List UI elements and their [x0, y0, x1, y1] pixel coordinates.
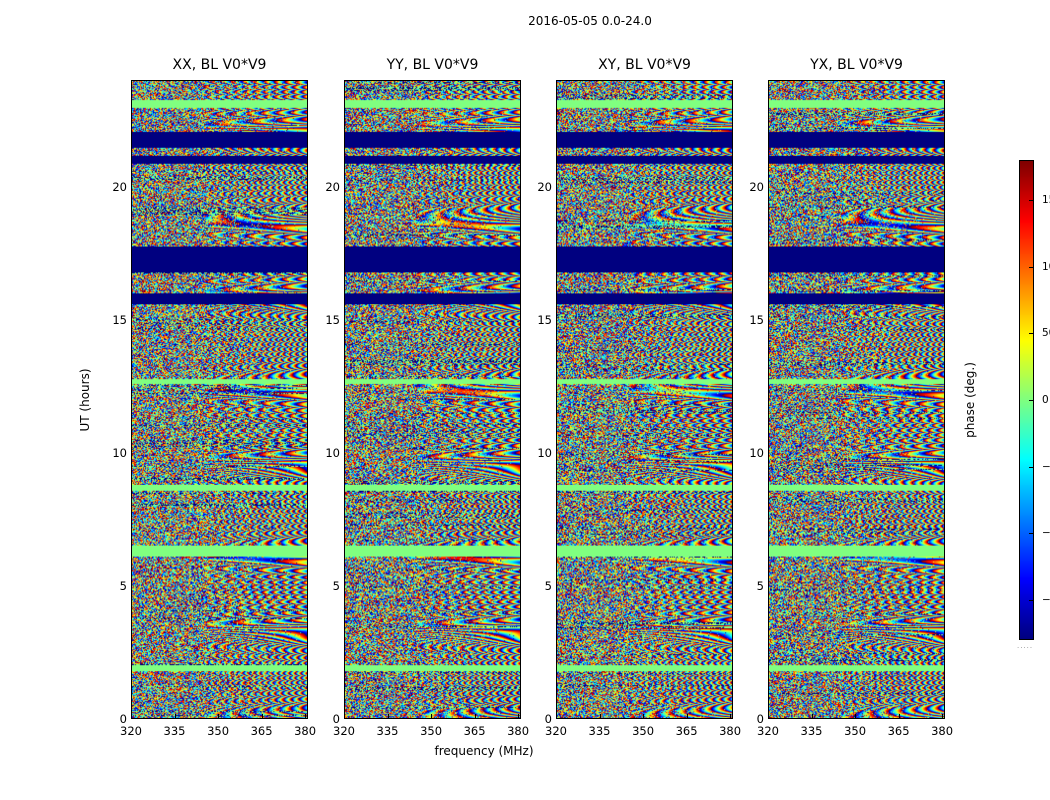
y-tick-label: 20: [537, 179, 552, 194]
heatmap-plot: [768, 80, 945, 719]
colorbar-tick-mark: [1029, 466, 1034, 468]
colorbar-tick-label: 100: [1042, 260, 1050, 273]
x-tick-mark: [131, 714, 132, 719]
x-tick-label: 350: [844, 724, 867, 738]
x-tick-mark: [730, 714, 732, 719]
y-tick-label: 20: [112, 179, 127, 194]
x-tick-label: 380: [294, 724, 317, 738]
suptitle: 2016-05-05 0.0-24.0: [528, 14, 652, 28]
heatmap-image: [132, 81, 307, 718]
heatmap-image: [557, 81, 732, 718]
colorbar-tick-mark: [1029, 333, 1034, 335]
panel-title: YY, BL V0*V9: [386, 57, 479, 73]
y-tick-label: 0: [756, 712, 764, 726]
y-tick-label: 0: [544, 712, 552, 726]
x-tick-mark: [686, 714, 688, 719]
heatmap-plot: [556, 80, 733, 719]
x-axis-label: frequency (MHz): [434, 744, 534, 758]
heatmap-plot: [131, 80, 308, 719]
x-tick-label: 335: [163, 724, 186, 738]
colorbar-tick-mark: [1029, 600, 1034, 601]
x-tick-mark: [811, 714, 813, 719]
y-tick-label: 10: [112, 445, 127, 460]
x-tick-mark: [518, 714, 520, 719]
colorbar-label: phase (deg.): [963, 362, 977, 438]
x-tick-label: 350: [207, 724, 230, 738]
x-tick-mark: [556, 714, 557, 719]
x-tick-label: 335: [376, 724, 399, 738]
colorbar-tick-label: 50: [1042, 327, 1050, 340]
x-tick-mark: [942, 714, 944, 719]
y-axis-label: UT (hours): [78, 368, 92, 432]
heatmap-plot: [344, 80, 521, 719]
colorbar-dots: .....: [1017, 642, 1034, 650]
heatmap-image: [769, 81, 944, 718]
colorbar-tick-label: −50: [1042, 460, 1050, 473]
heatmap-image: [345, 81, 520, 718]
x-tick-label: 320: [120, 724, 142, 738]
y-tick-label: 15: [325, 312, 340, 327]
y-tick-label: 20: [749, 179, 764, 194]
y-tick-label: 20: [325, 179, 340, 194]
y-tick-label: 10: [749, 445, 764, 460]
x-tick-label: 380: [719, 724, 742, 738]
x-tick-label: 365: [675, 724, 698, 738]
x-tick-mark: [599, 714, 601, 719]
panel-xy: XY, BL V0*V9 320 335 350 365 380 0 5 10 15 20: [537, 57, 741, 738]
x-tick-mark: [344, 714, 345, 719]
x-tick-mark: [768, 714, 769, 719]
panel-xx: XX, BL V0*V9 320 335 350 365 380 0 5 10 15 20: [112, 57, 316, 738]
x-tick-label: 350: [632, 724, 655, 738]
y-tick-label: 15: [749, 312, 764, 327]
colorbar-tick-mark: [1029, 400, 1034, 401]
x-tick-mark: [305, 714, 307, 719]
panel-title: XX, BL V0*V9: [172, 57, 267, 73]
x-tick-label: 380: [507, 724, 530, 738]
panel-yy: YY, BL V0*V9 320 335 350 365 380 0 5 10 15 20: [325, 57, 529, 738]
x-tick-label: 320: [333, 724, 355, 738]
x-tick-label: 320: [757, 724, 779, 738]
y-tick-label: 10: [325, 445, 340, 460]
x-tick-label: 335: [588, 724, 611, 738]
y-tick-label: 5: [332, 578, 340, 593]
x-tick-mark: [218, 714, 220, 719]
panel-title: XY, BL V0*V9: [598, 57, 691, 73]
colorbar-tick-label: −150: [1042, 594, 1050, 606]
x-tick-label: 365: [463, 724, 486, 738]
x-tick-mark: [387, 714, 389, 719]
x-tick-label: 350: [420, 724, 443, 738]
x-tick-label: 335: [800, 724, 823, 738]
x-tick-label: 380: [931, 724, 954, 738]
y-tick-label: 5: [756, 578, 764, 593]
x-tick-mark: [474, 714, 476, 719]
x-tick-mark: [643, 714, 645, 719]
x-tick-label: 365: [250, 724, 273, 738]
x-tick-label: 365: [887, 724, 910, 738]
y-tick-label: 0: [119, 712, 127, 726]
y-tick-label: 0: [332, 712, 340, 726]
x-tick-mark: [174, 714, 176, 719]
y-tick-label: 15: [537, 312, 552, 327]
x-tick-mark: [898, 714, 900, 719]
x-tick-mark: [261, 714, 263, 719]
x-tick-label: 320: [545, 724, 567, 738]
x-tick-mark: [855, 714, 857, 719]
y-tick-label: 15: [112, 312, 127, 327]
colorbar-tick-mark: [1029, 533, 1034, 535]
colorbar-tick-mark: [1029, 200, 1034, 201]
panel-yx: YX, BL V0*V9 320 335 350 365 380 0 5 10 15 20: [749, 57, 953, 738]
y-tick-label: 5: [544, 578, 552, 593]
y-tick-label: 10: [537, 445, 552, 460]
panel-title: YX, BL V0*V9: [810, 57, 903, 73]
colorbar-tick-label: 150: [1042, 194, 1050, 206]
colorbar-tick-label: −100: [1042, 527, 1050, 540]
colorbar-tick-label: 0: [1042, 394, 1049, 406]
x-tick-mark: [431, 714, 433, 719]
y-tick-label: 5: [119, 578, 127, 593]
colorbar-tick-mark: [1029, 266, 1034, 268]
